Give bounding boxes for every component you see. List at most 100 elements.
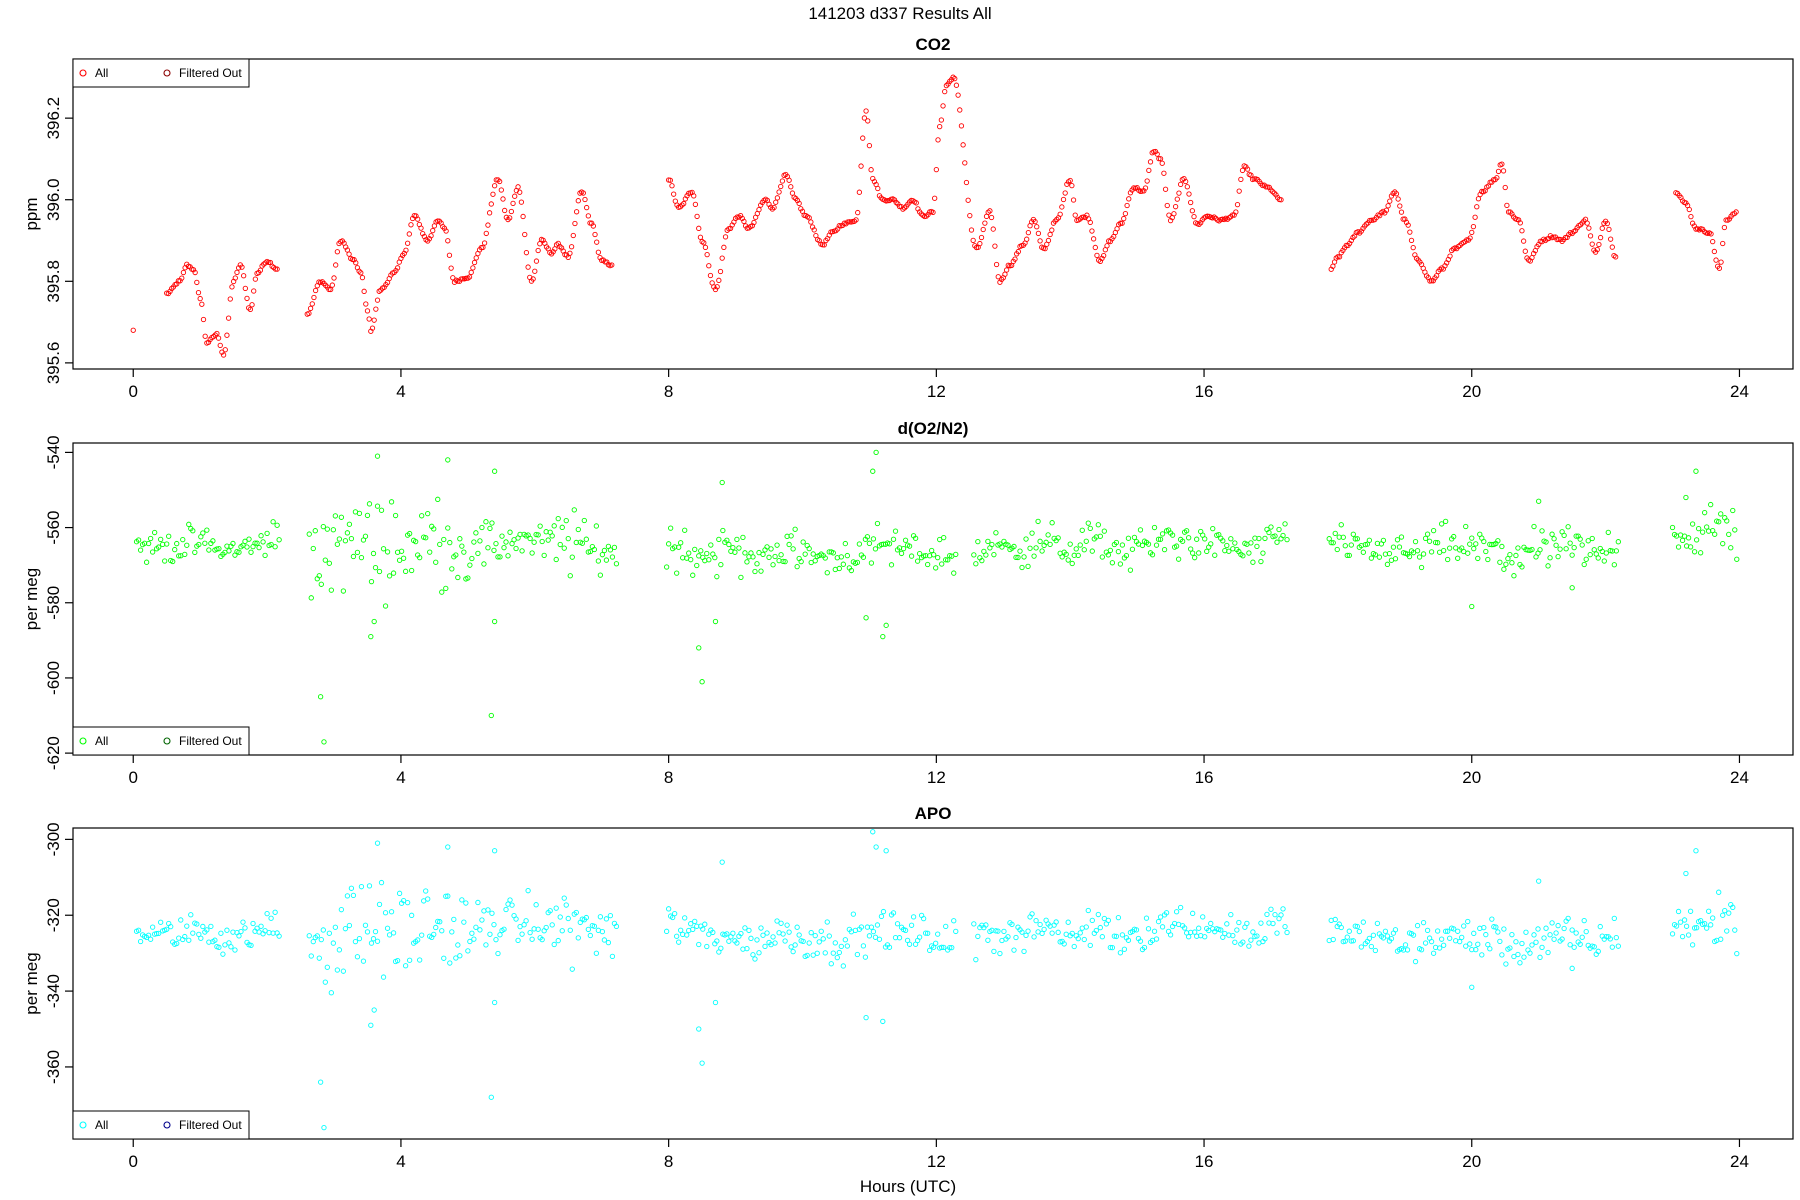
x-tick-label: 0 <box>128 1152 137 1171</box>
data-point <box>933 166 939 173</box>
data-point <box>607 912 614 919</box>
data-point <box>475 550 481 557</box>
data-point <box>481 561 487 567</box>
data-point <box>790 546 796 552</box>
data-point <box>854 559 861 566</box>
data-point <box>832 940 838 946</box>
data-point <box>1354 923 1360 930</box>
data-point <box>1553 930 1559 936</box>
data-point <box>453 552 459 558</box>
data-point <box>1077 542 1083 548</box>
data-point <box>1559 936 1565 942</box>
data-point <box>1730 507 1736 514</box>
data-point <box>1438 936 1445 942</box>
data-point <box>445 525 451 531</box>
data-point <box>565 915 571 922</box>
data-point <box>435 918 441 925</box>
data-point <box>1338 924 1344 931</box>
data-point <box>1519 564 1525 570</box>
legend: All Filtered Out <box>72 726 250 756</box>
data-point <box>716 277 722 283</box>
data-point <box>953 928 959 935</box>
data-point <box>1573 930 1579 936</box>
data-point <box>794 924 800 930</box>
data-point <box>826 933 832 939</box>
data-point <box>1463 943 1469 949</box>
data-point <box>523 918 529 924</box>
data-point <box>356 510 363 517</box>
data-point <box>861 115 868 121</box>
data-point <box>796 932 802 938</box>
data-point <box>513 916 519 922</box>
data-point <box>445 457 451 463</box>
data-point <box>1330 540 1336 546</box>
data-point <box>730 930 736 936</box>
data-point <box>199 301 205 307</box>
data-point <box>222 347 228 353</box>
data-point <box>1519 940 1525 947</box>
y-tick-label: -600 <box>44 661 63 695</box>
data-point <box>507 897 513 903</box>
data-point <box>663 564 670 570</box>
data-point <box>604 259 610 265</box>
data-point <box>1395 196 1401 202</box>
data-point <box>363 301 369 307</box>
data-point <box>1517 220 1523 226</box>
data-point <box>404 240 411 246</box>
data-point <box>1280 906 1286 912</box>
data-point <box>758 568 764 574</box>
data-point <box>362 533 369 539</box>
data-point <box>1164 202 1170 209</box>
data-point <box>1137 527 1144 533</box>
data-point <box>575 198 581 204</box>
data-point <box>1268 906 1274 912</box>
data-point <box>1045 237 1052 244</box>
data-point <box>1434 928 1441 934</box>
data-point <box>1105 552 1111 558</box>
data-point <box>400 555 407 561</box>
data-point <box>533 902 539 908</box>
data-point <box>1182 178 1189 185</box>
data-point <box>927 947 933 954</box>
data-point <box>719 255 725 261</box>
data-point <box>1049 930 1055 936</box>
data-point <box>507 215 513 221</box>
data-point <box>483 519 489 525</box>
data-point <box>374 297 381 303</box>
data-point <box>1465 918 1471 925</box>
data-point <box>348 536 355 542</box>
data-point <box>1577 536 1583 542</box>
data-point <box>485 907 491 913</box>
data-point <box>563 902 569 908</box>
data-point <box>937 123 943 130</box>
data-point <box>1055 535 1061 541</box>
data-point <box>1335 254 1341 260</box>
data-point <box>571 507 577 513</box>
legend-marker <box>79 737 87 745</box>
x-tick-label: 0 <box>128 382 137 401</box>
data-point <box>316 573 322 579</box>
data-point <box>509 902 515 908</box>
data-point <box>1067 541 1073 547</box>
data-point <box>1451 533 1457 540</box>
data-point <box>595 558 602 564</box>
data-point <box>1609 244 1615 250</box>
data-point <box>1589 241 1595 247</box>
data-point <box>609 262 615 268</box>
data-point <box>1398 209 1405 215</box>
data-point <box>876 936 883 942</box>
data-point <box>1273 192 1279 198</box>
data-point <box>364 929 371 935</box>
data-point <box>764 930 770 936</box>
data-point <box>933 565 939 571</box>
data-point <box>742 925 748 931</box>
data-point <box>433 559 439 565</box>
data-point <box>249 302 255 308</box>
data-point <box>1025 928 1031 934</box>
data-point <box>459 897 465 903</box>
data-point <box>461 549 467 555</box>
x-tick-label: 20 <box>1462 768 1481 787</box>
data-point <box>1436 945 1443 951</box>
data-point <box>1685 932 1692 938</box>
